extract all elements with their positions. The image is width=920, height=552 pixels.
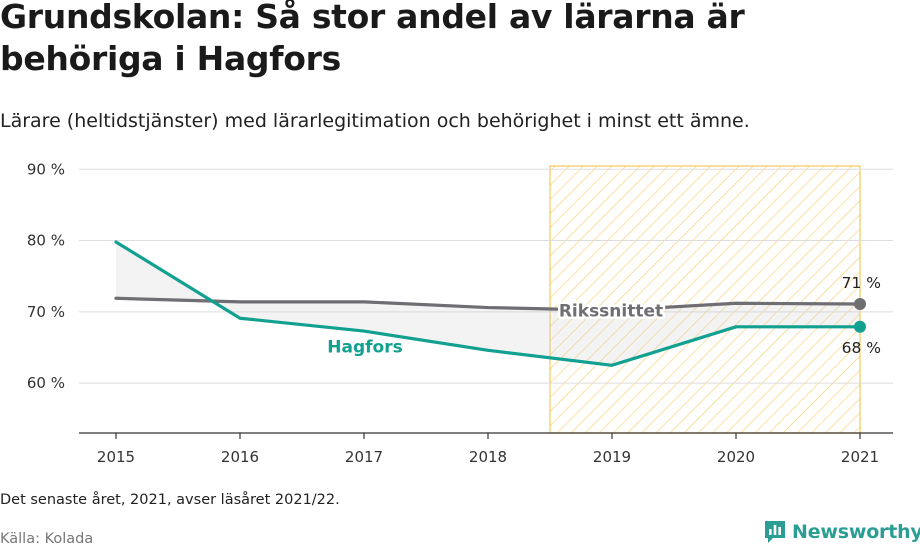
end-point-riks — [854, 297, 866, 310]
gap-area — [116, 241, 860, 366]
x-tick-label: 2019 — [593, 448, 631, 466]
y-tick-label: 70 % — [27, 303, 65, 321]
x-tick-label: 2018 — [469, 448, 507, 466]
series-label-hagfors: Hagfors — [327, 337, 402, 357]
x-tick-label: 2017 — [345, 448, 383, 466]
source-label: Källa: Kolada — [0, 531, 94, 547]
logo-text: Newsworthy — [792, 521, 920, 543]
line-chart: 60 % 70 % 80 % 90 % 2015 2016 2017 2018 2019 2020… — [27, 160, 893, 466]
series-line-riks — [114, 296, 862, 312]
x-tick-label: 2016 — [221, 448, 259, 466]
x-tick-label: 2021 — [841, 448, 879, 466]
end-point-hagfors — [854, 320, 866, 333]
x-tick-label: 2020 — [717, 448, 755, 466]
y-tick-label: 80 % — [27, 232, 65, 250]
chart-subtitle: Lärare (heltidstjänster) med lärarlegiti… — [0, 110, 750, 132]
end-label-hagfors: 68 % — [842, 339, 881, 357]
chart-note: Det senaste året, 2021, avser läsåret 20… — [0, 492, 340, 508]
bar-chart-icon — [765, 521, 785, 543]
highlight-period — [549, 165, 861, 434]
newsworthy-logo: Newsworthy — [764, 520, 920, 544]
end-label-riks: 71 % — [842, 274, 881, 292]
y-tick-label: 90 % — [27, 160, 65, 178]
chart-title: Grundskolan: Så stor andel av lärarna är… — [0, 0, 745, 78]
series-line-hagfors — [114, 240, 862, 367]
series-label-riks: Rikssnittet — [559, 301, 663, 321]
x-tick-label: 2015 — [97, 448, 135, 466]
y-tick-label: 60 % — [27, 374, 65, 392]
